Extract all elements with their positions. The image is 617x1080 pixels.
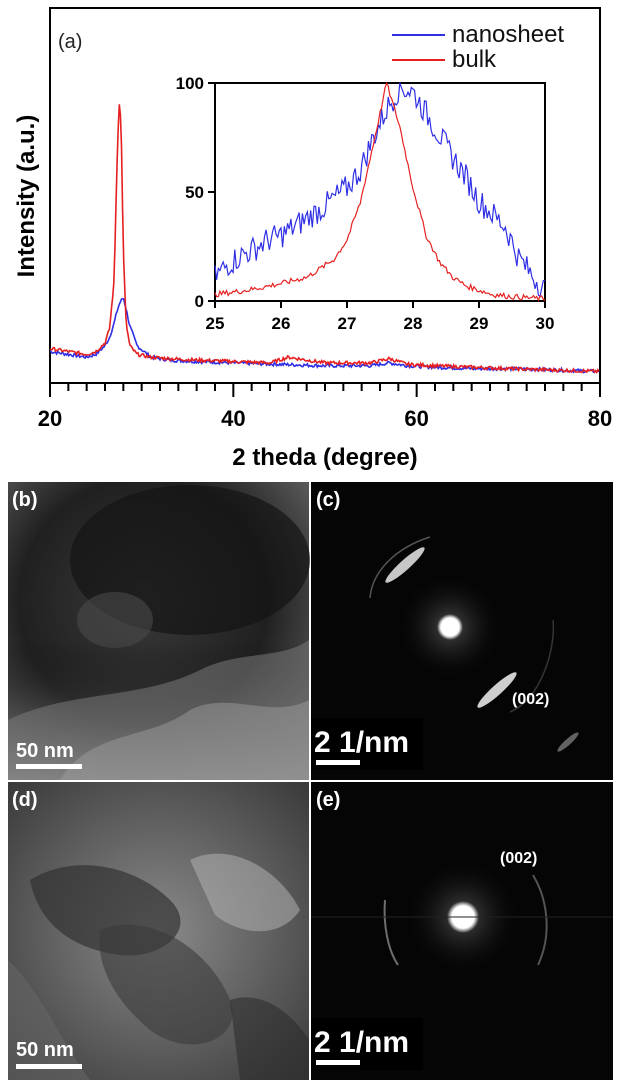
inset-x-tick-label: 28 xyxy=(404,314,423,333)
diffraction-annotation-c: (002) xyxy=(512,691,549,708)
inset-y-tick-label: 100 xyxy=(176,74,204,93)
inset-y-ticks: 0 50 100 xyxy=(176,74,215,311)
tem-image-b: (b) 50 nm xyxy=(8,482,310,780)
scale-bar-c xyxy=(316,760,360,765)
x-axis-label: 2 theda (degree) xyxy=(232,444,417,471)
scale-bar-label-c: 2 1/nm xyxy=(314,726,409,759)
xrd-chart: (a) nanosheet bulk 20 40 60 80 2 theda (deg… xyxy=(13,7,612,471)
inset-x-tick-label: 30 xyxy=(536,314,555,333)
scale-bar-label-b: 50 nm xyxy=(16,740,74,762)
scale-bar-label-e: 2 1/nm xyxy=(314,1026,409,1059)
inset-series-line-bulk xyxy=(214,81,546,302)
tem-image-d: (d) 50 nm xyxy=(8,782,309,1080)
inset-x-ticks: 25 26 27 28 29 30 xyxy=(206,301,555,333)
legend-label-nanosheet: nanosheet xyxy=(452,21,564,48)
main-series xyxy=(49,104,600,374)
inset-x-tick-label: 29 xyxy=(470,314,489,333)
inset-x-tick-label: 25 xyxy=(206,314,225,333)
series-line-bulk xyxy=(49,104,600,374)
inset-frame xyxy=(214,82,546,302)
x-tick-label: 80 xyxy=(588,406,612,431)
saed-pattern-c: (c) (002) 2 1/nm xyxy=(311,482,613,780)
inset-chart: 25 26 27 28 29 30 0 50 100 xyxy=(176,74,555,333)
inset-y-tick-label: 0 xyxy=(195,292,204,311)
inset-y-tick-label: 50 xyxy=(185,183,204,202)
main-x-ticks: 20 40 60 80 xyxy=(38,383,612,431)
inset-x-tick-label: 27 xyxy=(338,314,357,333)
legend: nanosheet bulk xyxy=(392,21,564,73)
diffraction-annotation-e: (002) xyxy=(500,850,537,867)
panel-label-b: (b) xyxy=(12,489,38,511)
scale-bar-d xyxy=(16,1064,82,1069)
inset-x-tick-label: 26 xyxy=(272,314,291,333)
scale-bar-e xyxy=(316,1060,360,1065)
saed-pattern-e: (e) (002) 2 1/nm xyxy=(311,782,613,1080)
panel-label-c: (c) xyxy=(316,489,340,511)
panel-label-d: (d) xyxy=(12,789,38,811)
x-tick-label: 20 xyxy=(38,406,62,431)
scale-bar-b xyxy=(16,764,82,769)
legend-label-bulk: bulk xyxy=(452,46,497,73)
panel-label-a: (a) xyxy=(58,31,82,53)
panel-label-e: (e) xyxy=(316,789,340,811)
x-tick-label: 60 xyxy=(404,406,428,431)
inset-series-line-nanosheet xyxy=(214,82,546,298)
inset-series xyxy=(214,81,546,302)
scale-bar-label-d: 50 nm xyxy=(16,1039,74,1061)
y-axis-label: Intensity (a.u.) xyxy=(13,115,40,278)
x-tick-label: 40 xyxy=(221,406,245,431)
